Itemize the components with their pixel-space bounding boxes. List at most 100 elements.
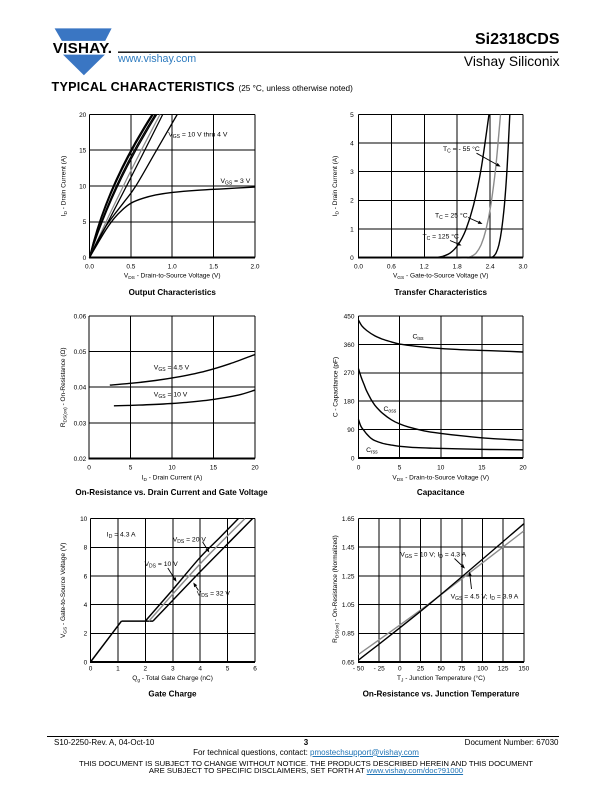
- svg-text:6: 6: [84, 573, 88, 580]
- svg-text:VDS = 32 V: VDS = 32 V: [197, 590, 231, 599]
- svg-text:1.8: 1.8: [453, 263, 462, 270]
- svg-text:RDS(on) - On-Resistance (Ω): RDS(on) - On-Resistance (Ω): [60, 347, 68, 427]
- svg-text:ID - Drain Current (A): ID - Drain Current (A): [142, 474, 203, 483]
- svg-text:Coss: Coss: [384, 406, 397, 415]
- svg-text:360: 360: [344, 342, 355, 349]
- svg-text:0.06: 0.06: [74, 313, 87, 320]
- svg-text:RDS(on) - On-Resistance (Norma: RDS(on) - On-Resistance (Normalized): [332, 535, 341, 643]
- svg-text:100: 100: [477, 666, 488, 673]
- svg-text:Gate Charge: Gate Charge: [148, 690, 197, 699]
- svg-text:0.6: 0.6: [387, 263, 396, 270]
- svg-text:15: 15: [478, 464, 486, 471]
- svg-text:0: 0: [357, 464, 361, 471]
- svg-text:5: 5: [129, 464, 133, 471]
- svg-text:0.85: 0.85: [342, 631, 355, 638]
- svg-text:6: 6: [253, 666, 257, 673]
- svg-text:20: 20: [251, 464, 259, 471]
- svg-text:20: 20: [519, 464, 527, 471]
- svg-text:5: 5: [226, 666, 230, 673]
- svg-text:TC = - 55 °C: TC = - 55 °C: [443, 145, 480, 155]
- svg-text:50: 50: [437, 666, 445, 673]
- svg-text:ID = 4.3 A: ID = 4.3 A: [107, 531, 136, 540]
- svg-text:- 50: - 50: [353, 666, 365, 673]
- svg-text:VGS = 4.5 V: VGS = 4.5 V: [154, 365, 190, 374]
- svg-text:10: 10: [437, 464, 445, 471]
- svg-text:0: 0: [84, 659, 88, 666]
- svg-text:Transfer Characteristics: Transfer Characteristics: [394, 288, 487, 297]
- svg-text:10: 10: [80, 516, 88, 523]
- svg-text:Ciss: Ciss: [413, 333, 425, 342]
- svg-text:On-Resistance vs. Junction Tem: On-Resistance vs. Junction Temperature: [363, 690, 520, 699]
- svg-text:VGS - Gate-to-Source Voltage (: VGS - Gate-to-Source Voltage (V): [60, 543, 69, 638]
- svg-text:8: 8: [84, 545, 88, 552]
- svg-text:4: 4: [84, 602, 88, 609]
- svg-text:2.0: 2.0: [250, 263, 259, 270]
- svg-text:10: 10: [79, 183, 87, 190]
- svg-text:4: 4: [350, 141, 354, 148]
- svg-text:2.4: 2.4: [486, 263, 495, 270]
- svg-text:0.0: 0.0: [354, 263, 363, 270]
- svg-text:0: 0: [398, 666, 402, 673]
- svg-text:0: 0: [87, 464, 91, 471]
- svg-text:270: 270: [344, 370, 355, 377]
- svg-text:0: 0: [89, 666, 93, 673]
- svg-text:1.0: 1.0: [168, 263, 177, 270]
- svg-text:5: 5: [83, 219, 87, 226]
- svg-text:ID - Drain Current (A): ID - Drain Current (A): [60, 156, 69, 217]
- svg-text:VDS = 10 V: VDS = 10 V: [145, 561, 179, 570]
- svg-text:2: 2: [143, 666, 147, 673]
- svg-text:1: 1: [116, 666, 120, 673]
- svg-text:5: 5: [350, 112, 354, 119]
- svg-text:- 25: - 25: [374, 666, 386, 673]
- svg-text:VDS - Drain-to-Source Voltage: VDS - Drain-to-Source Voltage (V): [124, 272, 221, 281]
- svg-text:VGS = 10 V; ID = 4.3 A: VGS = 10 V; ID = 4.3 A: [400, 552, 466, 561]
- svg-text:C - Capacitance (pF): C - Capacitance (pF): [332, 357, 339, 417]
- svg-text:0: 0: [351, 455, 355, 462]
- svg-text:VGS - Gate-to-Source Voltage (: VGS - Gate-to-Source Voltage (V): [393, 272, 488, 281]
- svg-text:0: 0: [83, 255, 87, 262]
- svg-text:15: 15: [79, 148, 87, 155]
- svg-text:1.45: 1.45: [342, 545, 355, 552]
- svg-text:125: 125: [498, 666, 509, 673]
- svg-text:450: 450: [344, 313, 355, 320]
- svg-text:Qg - Total Gate Charge (nC): Qg - Total Gate Charge (nC): [132, 675, 213, 684]
- svg-text:2: 2: [84, 631, 88, 638]
- svg-text:0: 0: [350, 255, 354, 262]
- svg-text:1.25: 1.25: [342, 573, 355, 580]
- svg-text:0.65: 0.65: [342, 659, 355, 666]
- svg-text:VISHAY.: VISHAY.: [53, 40, 112, 57]
- svg-text:TC = 25 °C: TC = 25 °C: [435, 212, 468, 222]
- svg-text:3.0: 3.0: [518, 263, 527, 270]
- svg-text:1: 1: [350, 226, 354, 233]
- svg-text:3: 3: [171, 666, 175, 673]
- svg-text:20: 20: [79, 112, 87, 119]
- svg-text:VDS - Drain-to-Source Voltage: VDS - Drain-to-Source Voltage (V): [392, 474, 489, 483]
- svg-text:TC = 125 °C: TC = 125 °C: [423, 232, 459, 242]
- svg-text:Capacitance: Capacitance: [417, 488, 465, 497]
- svg-text:1.5: 1.5: [209, 263, 218, 270]
- svg-text:VGS = 4.5 V; ID = 3.9 A: VGS = 4.5 V; ID = 3.9 A: [451, 593, 519, 602]
- svg-text:0.0: 0.0: [85, 263, 94, 270]
- svg-text:1.65: 1.65: [342, 516, 355, 523]
- svg-text:75: 75: [458, 666, 466, 673]
- svg-text:180: 180: [344, 399, 355, 406]
- svg-text:1.05: 1.05: [342, 602, 355, 609]
- svg-text:ID - Drain Current (A): ID - Drain Current (A): [332, 156, 341, 217]
- svg-text:150: 150: [518, 666, 529, 673]
- svg-text:5: 5: [398, 464, 402, 471]
- svg-text:4: 4: [198, 666, 202, 673]
- svg-text:1.2: 1.2: [420, 263, 429, 270]
- svg-text:VDS = 20 V: VDS = 20 V: [173, 537, 207, 546]
- svg-text:VGS = 10 V thru 4 V: VGS = 10 V thru 4 V: [168, 131, 228, 140]
- svg-text:25: 25: [417, 666, 425, 673]
- svg-text:0.05: 0.05: [74, 349, 87, 356]
- svg-text:VGS = 3 V: VGS = 3 V: [221, 178, 251, 187]
- svg-text:On-Resistance vs. Drain Curren: On-Resistance vs. Drain Current and Gate…: [75, 488, 268, 497]
- svg-text:0.02: 0.02: [74, 456, 87, 463]
- svg-text:Output Characteristics: Output Characteristics: [129, 288, 217, 297]
- svg-text:TJ - Junction Temperature (°C): TJ - Junction Temperature (°C): [397, 674, 485, 684]
- svg-text:VGS = 10 V: VGS = 10 V: [154, 391, 188, 400]
- svg-text:90: 90: [347, 427, 355, 434]
- svg-text:15: 15: [210, 464, 218, 471]
- svg-text:Crss: Crss: [366, 447, 378, 456]
